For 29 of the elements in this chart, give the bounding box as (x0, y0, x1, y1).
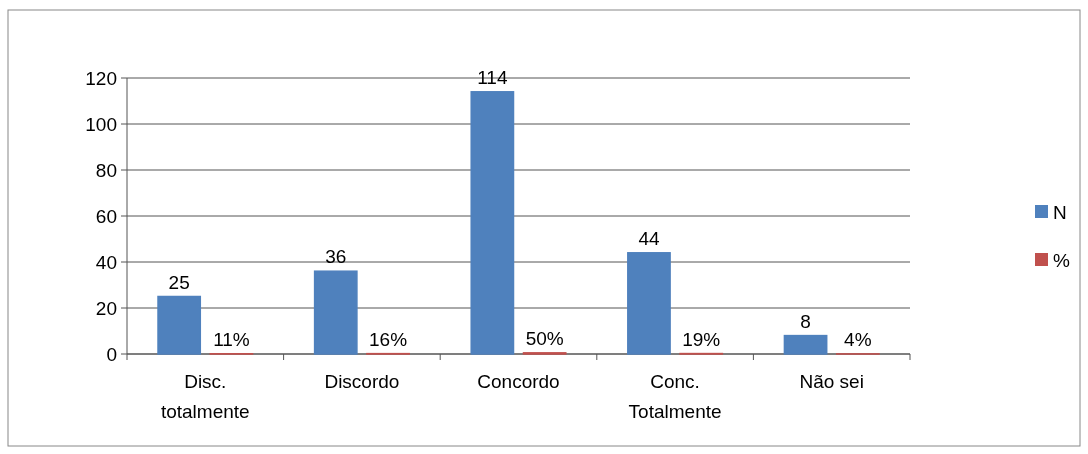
y-tick-label: 40 (95, 251, 117, 273)
data-label: 11% (213, 328, 250, 350)
data-label: 44 (638, 227, 660, 249)
legend-label: % (1053, 249, 1070, 271)
data-label: 36 (325, 246, 347, 268)
data-label: 50% (525, 327, 564, 349)
y-tick-label: 120 (85, 67, 117, 89)
data-label: 19% (682, 328, 721, 350)
bar (313, 270, 358, 355)
y-tick-label: 100 (85, 113, 117, 135)
bar (470, 91, 515, 355)
x-tick-label: Conc. Totalmente (628, 371, 722, 422)
x-tick-label: Concordo (477, 371, 560, 392)
y-tick-label: 20 (95, 297, 117, 319)
data-label: 114 (477, 66, 508, 88)
y-tick-label: 0 (106, 343, 117, 365)
x-tick-label: Disc. totalmente (160, 371, 250, 422)
data-label: 25 (168, 271, 190, 293)
bar (627, 252, 671, 355)
data-label: 4% (844, 328, 872, 350)
data-label: 16% (369, 328, 408, 350)
bar (783, 334, 828, 355)
x-tick-label: Não sei (799, 371, 864, 392)
x-tick-label: Discordo (324, 371, 400, 392)
bar (157, 295, 202, 355)
y-tick-label: 60 (95, 205, 117, 227)
legend-label: N (1053, 201, 1067, 223)
data-label: 8 (800, 310, 811, 332)
y-tick-label: 80 (95, 159, 117, 181)
